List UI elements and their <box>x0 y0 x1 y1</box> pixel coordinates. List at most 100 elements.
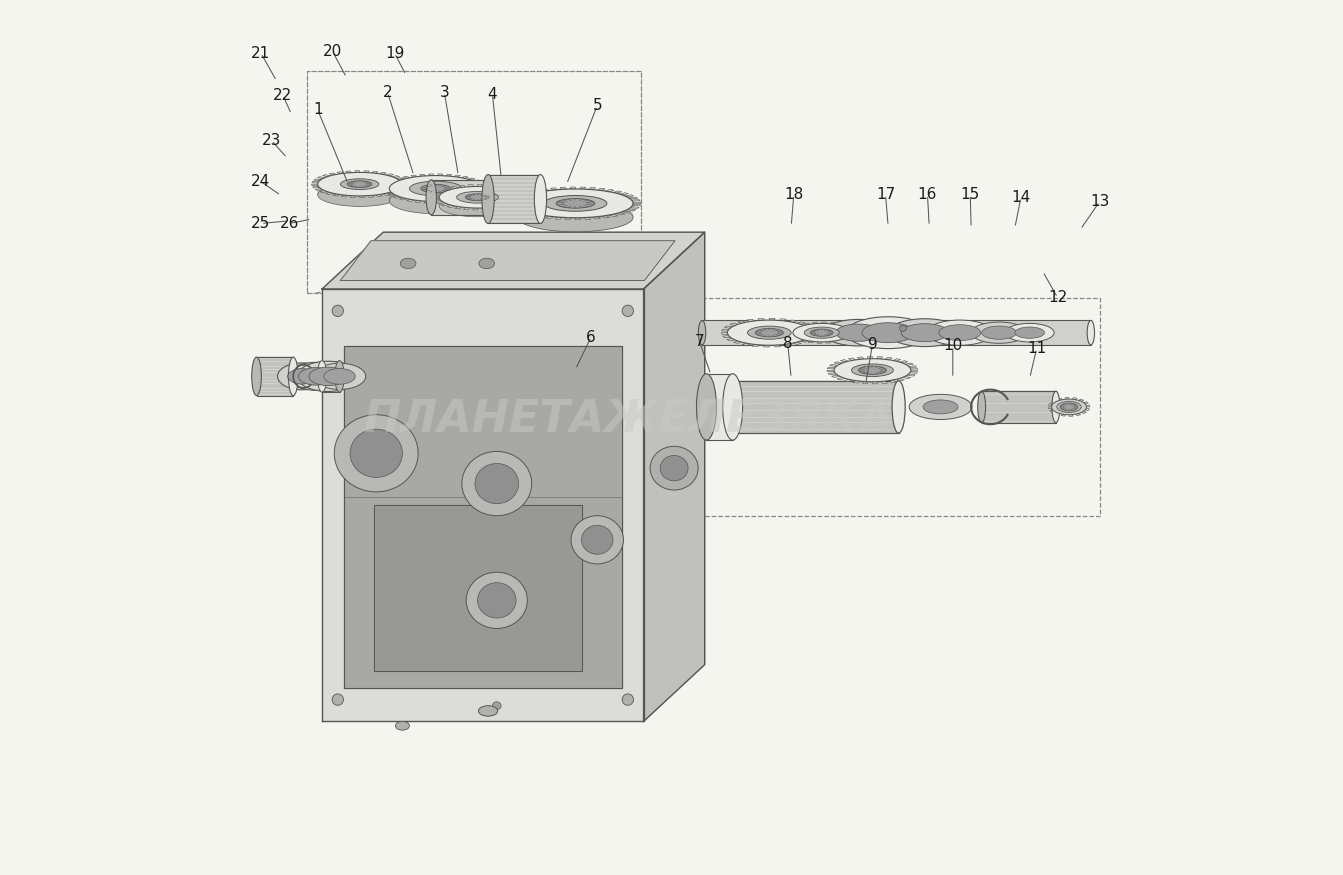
Polygon shape <box>788 332 794 334</box>
Polygon shape <box>849 358 855 360</box>
Bar <box>257 357 293 396</box>
Polygon shape <box>360 196 364 198</box>
Polygon shape <box>399 187 406 189</box>
Polygon shape <box>877 357 882 359</box>
Polygon shape <box>909 366 917 368</box>
Polygon shape <box>372 172 377 173</box>
Ellipse shape <box>858 366 886 374</box>
Polygon shape <box>510 206 520 207</box>
Polygon shape <box>497 206 504 208</box>
Polygon shape <box>450 200 457 202</box>
Polygon shape <box>847 328 854 330</box>
Ellipse shape <box>478 583 516 618</box>
Polygon shape <box>325 192 333 194</box>
Polygon shape <box>510 203 518 205</box>
Polygon shape <box>387 182 393 184</box>
Polygon shape <box>804 323 810 325</box>
Polygon shape <box>316 189 322 191</box>
Polygon shape <box>473 180 481 182</box>
Bar <box>488 174 540 223</box>
Ellipse shape <box>462 452 532 515</box>
Polygon shape <box>388 194 396 196</box>
Polygon shape <box>446 174 451 176</box>
Polygon shape <box>482 207 488 210</box>
Polygon shape <box>520 193 529 196</box>
Polygon shape <box>458 200 465 201</box>
Polygon shape <box>911 372 917 374</box>
Ellipse shape <box>278 363 326 389</box>
Ellipse shape <box>351 430 403 478</box>
Ellipse shape <box>971 322 1027 343</box>
Polygon shape <box>514 193 522 195</box>
Ellipse shape <box>1060 403 1077 411</box>
Ellipse shape <box>479 258 494 269</box>
Polygon shape <box>463 207 470 210</box>
Ellipse shape <box>298 368 333 385</box>
Polygon shape <box>602 215 610 218</box>
Text: 20: 20 <box>322 44 342 59</box>
Polygon shape <box>337 172 344 174</box>
Polygon shape <box>467 178 475 180</box>
Polygon shape <box>376 194 383 197</box>
Polygon shape <box>1061 414 1065 416</box>
Ellipse shape <box>804 327 839 339</box>
Polygon shape <box>517 210 526 212</box>
Ellipse shape <box>544 195 607 211</box>
Polygon shape <box>862 382 868 384</box>
Ellipse shape <box>478 706 498 716</box>
Polygon shape <box>438 190 446 192</box>
Polygon shape <box>834 340 839 342</box>
Ellipse shape <box>697 374 716 440</box>
Polygon shape <box>800 340 806 341</box>
Ellipse shape <box>909 395 972 419</box>
Polygon shape <box>723 336 731 338</box>
Ellipse shape <box>851 364 893 376</box>
Polygon shape <box>455 206 462 209</box>
Text: 15: 15 <box>960 187 980 202</box>
Polygon shape <box>790 335 795 337</box>
Polygon shape <box>355 171 360 172</box>
Ellipse shape <box>465 194 490 200</box>
Polygon shape <box>459 186 466 187</box>
Ellipse shape <box>582 525 612 554</box>
Bar <box>322 360 340 392</box>
Polygon shape <box>400 180 407 182</box>
Polygon shape <box>477 182 485 184</box>
Ellipse shape <box>309 368 348 386</box>
Polygon shape <box>493 186 501 188</box>
Polygon shape <box>383 193 389 195</box>
Polygon shape <box>525 192 535 194</box>
Polygon shape <box>481 190 488 191</box>
Polygon shape <box>1081 411 1086 414</box>
Ellipse shape <box>923 400 958 414</box>
Ellipse shape <box>834 359 911 382</box>
Polygon shape <box>850 331 855 332</box>
Bar <box>706 381 898 433</box>
Polygon shape <box>737 321 745 323</box>
Ellipse shape <box>556 199 595 208</box>
Text: 26: 26 <box>281 216 299 231</box>
Polygon shape <box>729 323 737 326</box>
Polygon shape <box>411 175 418 177</box>
Polygon shape <box>545 216 553 219</box>
Polygon shape <box>383 190 389 191</box>
Polygon shape <box>1050 410 1054 412</box>
Polygon shape <box>846 337 851 339</box>
Polygon shape <box>313 186 320 188</box>
Polygon shape <box>351 196 356 198</box>
Polygon shape <box>312 184 318 186</box>
Polygon shape <box>469 185 474 186</box>
Polygon shape <box>1084 402 1088 404</box>
Polygon shape <box>443 188 451 190</box>
Polygon shape <box>747 319 755 321</box>
Polygon shape <box>724 326 732 328</box>
Polygon shape <box>584 217 591 220</box>
Polygon shape <box>629 197 638 199</box>
Polygon shape <box>428 174 434 176</box>
Text: 6: 6 <box>587 330 596 345</box>
Polygon shape <box>560 187 567 189</box>
Ellipse shape <box>1015 327 1045 339</box>
Polygon shape <box>633 205 641 206</box>
Polygon shape <box>516 196 522 197</box>
Polygon shape <box>1069 415 1073 416</box>
